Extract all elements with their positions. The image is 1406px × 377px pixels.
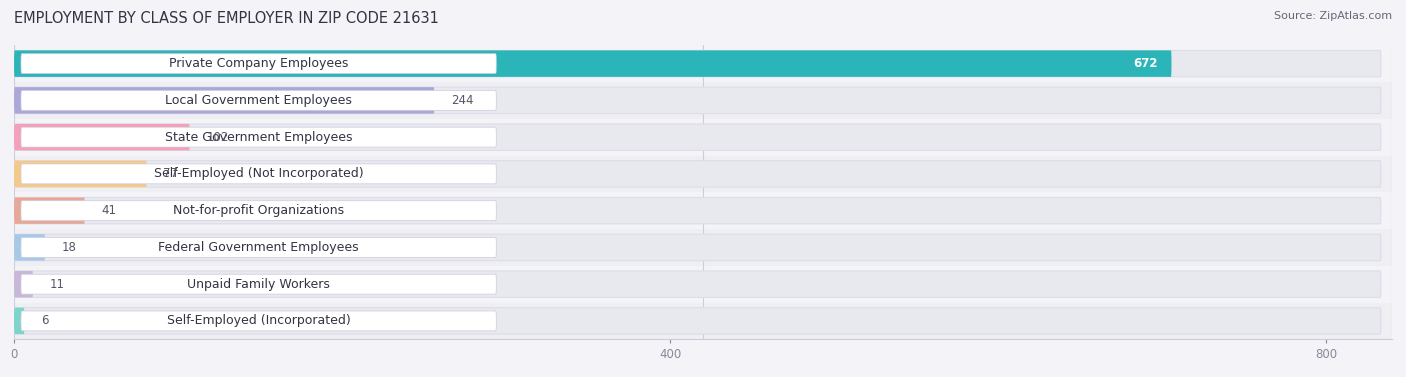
- Text: 18: 18: [62, 241, 76, 254]
- Text: 102: 102: [207, 131, 229, 144]
- FancyBboxPatch shape: [14, 234, 45, 261]
- FancyBboxPatch shape: [14, 161, 146, 187]
- FancyBboxPatch shape: [14, 87, 434, 113]
- FancyBboxPatch shape: [14, 124, 190, 150]
- Text: 77: 77: [163, 167, 179, 180]
- Text: 244: 244: [451, 94, 474, 107]
- Bar: [14, 229, 1392, 266]
- FancyBboxPatch shape: [14, 271, 32, 297]
- Text: Private Company Employees: Private Company Employees: [169, 57, 349, 70]
- FancyBboxPatch shape: [21, 90, 496, 110]
- Bar: [14, 45, 1392, 82]
- FancyBboxPatch shape: [14, 161, 1381, 187]
- FancyBboxPatch shape: [14, 51, 1381, 77]
- Text: Federal Government Employees: Federal Government Employees: [159, 241, 359, 254]
- Text: Local Government Employees: Local Government Employees: [165, 94, 352, 107]
- FancyBboxPatch shape: [21, 201, 496, 221]
- FancyBboxPatch shape: [21, 238, 496, 257]
- FancyBboxPatch shape: [21, 311, 496, 331]
- FancyBboxPatch shape: [14, 198, 1381, 224]
- Bar: [14, 266, 1392, 302]
- FancyBboxPatch shape: [14, 308, 24, 334]
- Text: Self-Employed (Not Incorporated): Self-Employed (Not Incorporated): [153, 167, 363, 180]
- Text: 11: 11: [49, 278, 65, 291]
- Text: Not-for-profit Organizations: Not-for-profit Organizations: [173, 204, 344, 217]
- Text: Source: ZipAtlas.com: Source: ZipAtlas.com: [1274, 11, 1392, 21]
- Text: 6: 6: [41, 314, 48, 327]
- Text: Self-Employed (Incorporated): Self-Employed (Incorporated): [167, 314, 350, 327]
- FancyBboxPatch shape: [14, 87, 1381, 113]
- FancyBboxPatch shape: [14, 51, 1171, 77]
- Text: State Government Employees: State Government Employees: [165, 131, 353, 144]
- Text: 41: 41: [101, 204, 117, 217]
- FancyBboxPatch shape: [14, 271, 1381, 297]
- FancyBboxPatch shape: [14, 198, 84, 224]
- FancyBboxPatch shape: [21, 164, 496, 184]
- FancyBboxPatch shape: [21, 54, 496, 74]
- Text: 672: 672: [1133, 57, 1157, 70]
- FancyBboxPatch shape: [14, 124, 1381, 150]
- FancyBboxPatch shape: [21, 127, 496, 147]
- Bar: [14, 302, 1392, 339]
- Text: Unpaid Family Workers: Unpaid Family Workers: [187, 278, 330, 291]
- Bar: [14, 82, 1392, 119]
- Text: EMPLOYMENT BY CLASS OF EMPLOYER IN ZIP CODE 21631: EMPLOYMENT BY CLASS OF EMPLOYER IN ZIP C…: [14, 11, 439, 26]
- FancyBboxPatch shape: [21, 274, 496, 294]
- Bar: [14, 192, 1392, 229]
- FancyBboxPatch shape: [14, 308, 1381, 334]
- FancyBboxPatch shape: [14, 234, 1381, 261]
- Bar: [14, 156, 1392, 192]
- Bar: [14, 119, 1392, 156]
